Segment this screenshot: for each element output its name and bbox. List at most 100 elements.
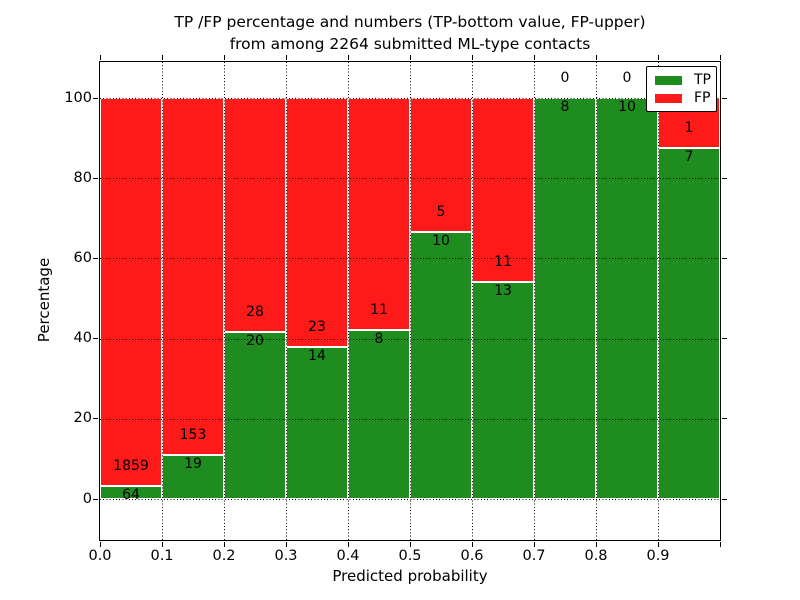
x-axis-tick [347,542,349,547]
legend: TP FP [646,66,717,112]
plot-area: 1859 64 153 19 28 20 23 14 11 8 5 10 11 13 0 8 0 10 1 7 0.0… [64,55,727,565]
x-axis-tick [719,542,721,547]
x-axis-tick [409,55,411,60]
x-tick-label: 0.9 [646,548,670,564]
x-axis-tick [285,542,287,547]
bar-fp-segment [100,98,162,486]
x-axis-tick [471,542,473,547]
y-axis-tick [722,498,727,500]
tp-count-label: 20 [246,332,264,349]
x-axis-tick [99,55,101,60]
grid-h-line [100,418,720,420]
x-axis-tick [161,542,163,547]
y-axis-tick [93,338,98,340]
bar-tp-segment [472,281,534,499]
y-axis-tick [722,338,727,340]
y-tick-label: 0 [82,490,92,507]
fp-count-label: 28 [246,303,264,320]
x-axis-tick [533,542,535,547]
x-tick-label: 0.3 [274,548,298,564]
grid-v-line [471,62,473,540]
fp-count-label: 23 [308,319,326,336]
grid-v-line [657,62,659,540]
x-axis-label: Predicted probability [332,567,488,585]
y-axis-tick [93,177,98,179]
y-axis-tick [93,418,98,420]
y-axis-tick [93,97,98,99]
x-axis-tick [223,542,225,547]
grid-h-line [100,258,720,260]
tp-count-label: 8 [560,99,570,115]
grid-v-line [409,62,411,540]
x-axis-tick [409,542,411,547]
y-tick-label: 100 [64,89,92,106]
y-axis-tick [722,418,727,420]
tp-count-label: 7 [684,149,694,166]
bar-fp-segment [410,98,472,232]
x-tick-label: 0.4 [336,548,360,564]
fp-count-label: 1 [684,120,694,137]
x-tick-label: 0.2 [212,548,236,564]
fp-count-label: 1859 [113,457,149,474]
bar-fp-segment [224,98,286,332]
chart-title: TP /FP percentage and numbers (TP-bottom… [100,11,720,55]
tp-count-label: 8 [374,331,384,348]
tp-count-label: 19 [184,455,202,472]
y-tick-label: 80 [73,169,92,186]
y-tick-label: 20 [73,410,92,427]
x-axis-tick [285,55,287,60]
tp-color-swatch-icon [655,75,682,85]
x-axis-tick [471,55,473,60]
ticks-layer [93,55,727,547]
y-axis-tick [722,97,727,99]
bar-tp-segment [348,330,410,499]
grid-v-line [161,62,163,540]
grid-v-line [595,62,597,540]
x-axis-tick [595,542,597,547]
x-tick-label: 0.5 [398,548,422,564]
fp-count-label: 11 [494,253,512,270]
legend-item-fp: FP [655,91,711,105]
fp-count-label: 0 [622,70,632,86]
y-axis-tick [93,498,98,500]
fp-count-label: 0 [560,70,570,86]
grid-v-line [347,62,349,540]
grid-h-line [100,499,720,500]
x-tick-label: 0.8 [584,548,608,564]
bar-tp-segment [410,231,472,499]
x-axis-tick [657,542,659,547]
y-axis-tick [722,177,727,179]
x-axis-tick [657,55,659,60]
tp-count-label: 10 [618,99,636,115]
x-tick-label: 0.6 [460,548,484,564]
chart-title-line2: from among 2264 submitted ML-type contac… [229,35,591,53]
fp-color-swatch-icon [655,93,682,103]
bar-tp-segment [224,331,286,499]
annotations-layer: 1859 64 153 19 28 20 23 14 11 8 5 10 11 13 0 8 0 10 1 7 [100,62,720,540]
bar-fp-segment [472,98,534,282]
legend-item-tp: TP [655,72,711,88]
grid-v-line [533,62,535,540]
x-tick-label: 0.7 [522,548,546,564]
x-tick-label: 0.0 [88,548,112,564]
y-tick-label: 40 [73,330,92,347]
tp-count-label: 13 [494,282,512,299]
fp-count-label: 11 [370,302,388,319]
tp-count-label: 14 [308,348,326,365]
bar-tp-segment [286,347,348,499]
y-tick-label: 60 [73,249,92,266]
x-axis-tick [595,55,597,60]
x-axis-tick [719,55,721,60]
y-axis-tick [93,257,98,259]
grid-v-line [285,62,287,540]
legend-label-tp: TP [694,72,711,88]
x-axis-tick [223,55,225,60]
tp-count-label: 64 [122,486,140,503]
bar-tp-segment [596,98,658,499]
bar-tp-segment [658,148,720,499]
x-axis-tick [99,542,101,547]
y-axis-tick [722,257,727,259]
bar-tp-segment [534,98,596,499]
tick-labels-layer: 0.0 0.1 0.2 0.3 0.4 0.5 0.6 0.7 0.8 0.9 0 20 40 60 80 1… [64,62,720,565]
fp-count-label: 5 [436,203,446,220]
